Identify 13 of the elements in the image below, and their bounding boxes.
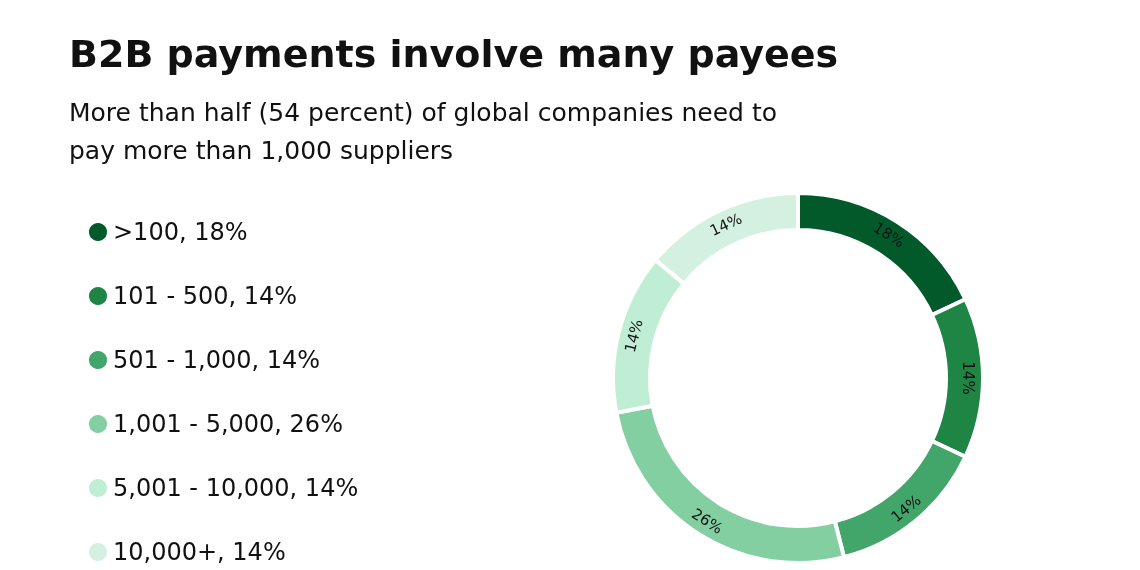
data-label: 18% — [869, 218, 908, 252]
data-label: 14% — [706, 209, 745, 240]
legend-label: 1,001 - 5,000, 26% — [113, 410, 343, 438]
legend-label: 101 - 500, 14% — [113, 282, 298, 310]
legend-label: >100, 18% — [113, 218, 248, 246]
legend-label: 5,001 - 10,000, 14% — [113, 474, 359, 502]
data-label: 26% — [688, 504, 727, 538]
legend-label: 10,000+, 14% — [113, 538, 286, 566]
data-label: 14% — [620, 317, 647, 355]
chart-title: B2B payments involve many payees — [69, 32, 839, 76]
legend-label: 501 - 1,000, 14% — [113, 346, 321, 374]
data-label: 14% — [958, 361, 977, 395]
chart-subtitle: More than half (54 percent) of global companies need to pay more than 1,000 suppliers — [69, 97, 785, 165]
